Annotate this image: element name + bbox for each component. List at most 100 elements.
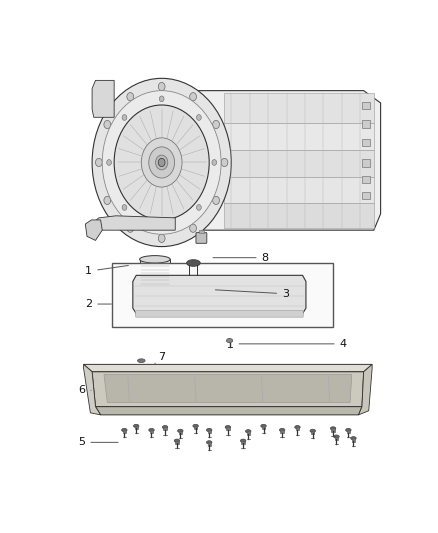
Circle shape bbox=[158, 83, 165, 91]
Bar bbox=[224, 124, 374, 150]
Polygon shape bbox=[85, 220, 102, 240]
Ellipse shape bbox=[261, 424, 266, 427]
Circle shape bbox=[212, 159, 217, 165]
Bar bbox=[335, 437, 338, 440]
Ellipse shape bbox=[122, 429, 127, 432]
FancyBboxPatch shape bbox=[196, 232, 207, 243]
Circle shape bbox=[107, 159, 111, 165]
Bar bbox=[280, 430, 284, 433]
Bar bbox=[224, 150, 374, 177]
Circle shape bbox=[122, 205, 127, 211]
Circle shape bbox=[149, 147, 175, 178]
Bar bbox=[175, 441, 179, 444]
Ellipse shape bbox=[330, 427, 336, 430]
Ellipse shape bbox=[346, 429, 351, 432]
Bar bbox=[208, 442, 211, 446]
Ellipse shape bbox=[206, 429, 212, 432]
Ellipse shape bbox=[240, 439, 246, 442]
Bar bbox=[362, 139, 371, 146]
Ellipse shape bbox=[310, 429, 315, 432]
Circle shape bbox=[127, 224, 134, 232]
Bar bbox=[346, 430, 350, 433]
Ellipse shape bbox=[187, 260, 200, 266]
Bar bbox=[179, 431, 182, 434]
Circle shape bbox=[158, 158, 165, 166]
Bar bbox=[241, 441, 245, 444]
Circle shape bbox=[190, 224, 197, 232]
Circle shape bbox=[213, 196, 219, 205]
Ellipse shape bbox=[225, 425, 230, 429]
Bar bbox=[150, 430, 153, 433]
Bar bbox=[199, 230, 204, 233]
Circle shape bbox=[159, 96, 164, 102]
Text: 6: 6 bbox=[78, 385, 91, 395]
Polygon shape bbox=[92, 372, 364, 407]
Bar bbox=[134, 426, 138, 429]
Bar bbox=[362, 192, 371, 199]
Ellipse shape bbox=[162, 425, 168, 429]
Ellipse shape bbox=[174, 439, 180, 442]
Polygon shape bbox=[92, 80, 114, 117]
Bar bbox=[352, 438, 355, 441]
Circle shape bbox=[221, 158, 228, 166]
Bar bbox=[296, 427, 299, 431]
Circle shape bbox=[197, 205, 201, 211]
Bar bbox=[332, 429, 335, 432]
Circle shape bbox=[102, 91, 221, 235]
Ellipse shape bbox=[351, 437, 356, 440]
Ellipse shape bbox=[206, 441, 212, 444]
Bar bbox=[362, 175, 371, 183]
Bar bbox=[362, 120, 371, 127]
Ellipse shape bbox=[149, 429, 154, 432]
Polygon shape bbox=[104, 375, 352, 402]
Ellipse shape bbox=[226, 338, 233, 343]
Bar bbox=[362, 102, 371, 109]
Circle shape bbox=[197, 115, 201, 120]
Ellipse shape bbox=[138, 359, 145, 362]
Bar bbox=[224, 177, 374, 204]
Ellipse shape bbox=[279, 429, 285, 432]
Bar bbox=[311, 431, 314, 434]
Polygon shape bbox=[173, 91, 381, 230]
Bar bbox=[113, 263, 333, 327]
Text: 4: 4 bbox=[239, 339, 347, 349]
Text: 8: 8 bbox=[213, 253, 269, 263]
Polygon shape bbox=[95, 407, 362, 415]
Circle shape bbox=[190, 93, 197, 101]
Polygon shape bbox=[359, 365, 372, 415]
Circle shape bbox=[122, 115, 127, 120]
Polygon shape bbox=[133, 276, 306, 317]
Ellipse shape bbox=[334, 435, 339, 438]
Ellipse shape bbox=[193, 424, 198, 427]
Circle shape bbox=[95, 158, 102, 166]
Polygon shape bbox=[84, 365, 372, 372]
Ellipse shape bbox=[140, 256, 170, 263]
Text: 2: 2 bbox=[85, 299, 111, 309]
Bar bbox=[194, 426, 197, 429]
Bar bbox=[224, 204, 374, 228]
Bar bbox=[140, 260, 170, 287]
Circle shape bbox=[92, 78, 231, 247]
FancyBboxPatch shape bbox=[135, 311, 303, 317]
Bar bbox=[362, 159, 371, 166]
Ellipse shape bbox=[134, 424, 139, 427]
Circle shape bbox=[104, 196, 111, 205]
Polygon shape bbox=[84, 365, 101, 415]
Bar bbox=[208, 430, 211, 433]
Ellipse shape bbox=[178, 429, 183, 432]
Text: 1: 1 bbox=[85, 265, 128, 276]
Ellipse shape bbox=[246, 430, 251, 433]
Bar bbox=[123, 430, 126, 433]
Circle shape bbox=[158, 235, 165, 243]
Circle shape bbox=[114, 105, 209, 220]
Circle shape bbox=[104, 120, 111, 128]
Bar bbox=[163, 427, 167, 431]
Bar bbox=[224, 93, 374, 124]
Bar bbox=[247, 431, 250, 434]
Circle shape bbox=[155, 155, 168, 170]
Text: 3: 3 bbox=[215, 289, 289, 299]
Polygon shape bbox=[94, 216, 175, 230]
Circle shape bbox=[213, 120, 219, 128]
Bar bbox=[226, 427, 230, 431]
Circle shape bbox=[159, 223, 164, 229]
